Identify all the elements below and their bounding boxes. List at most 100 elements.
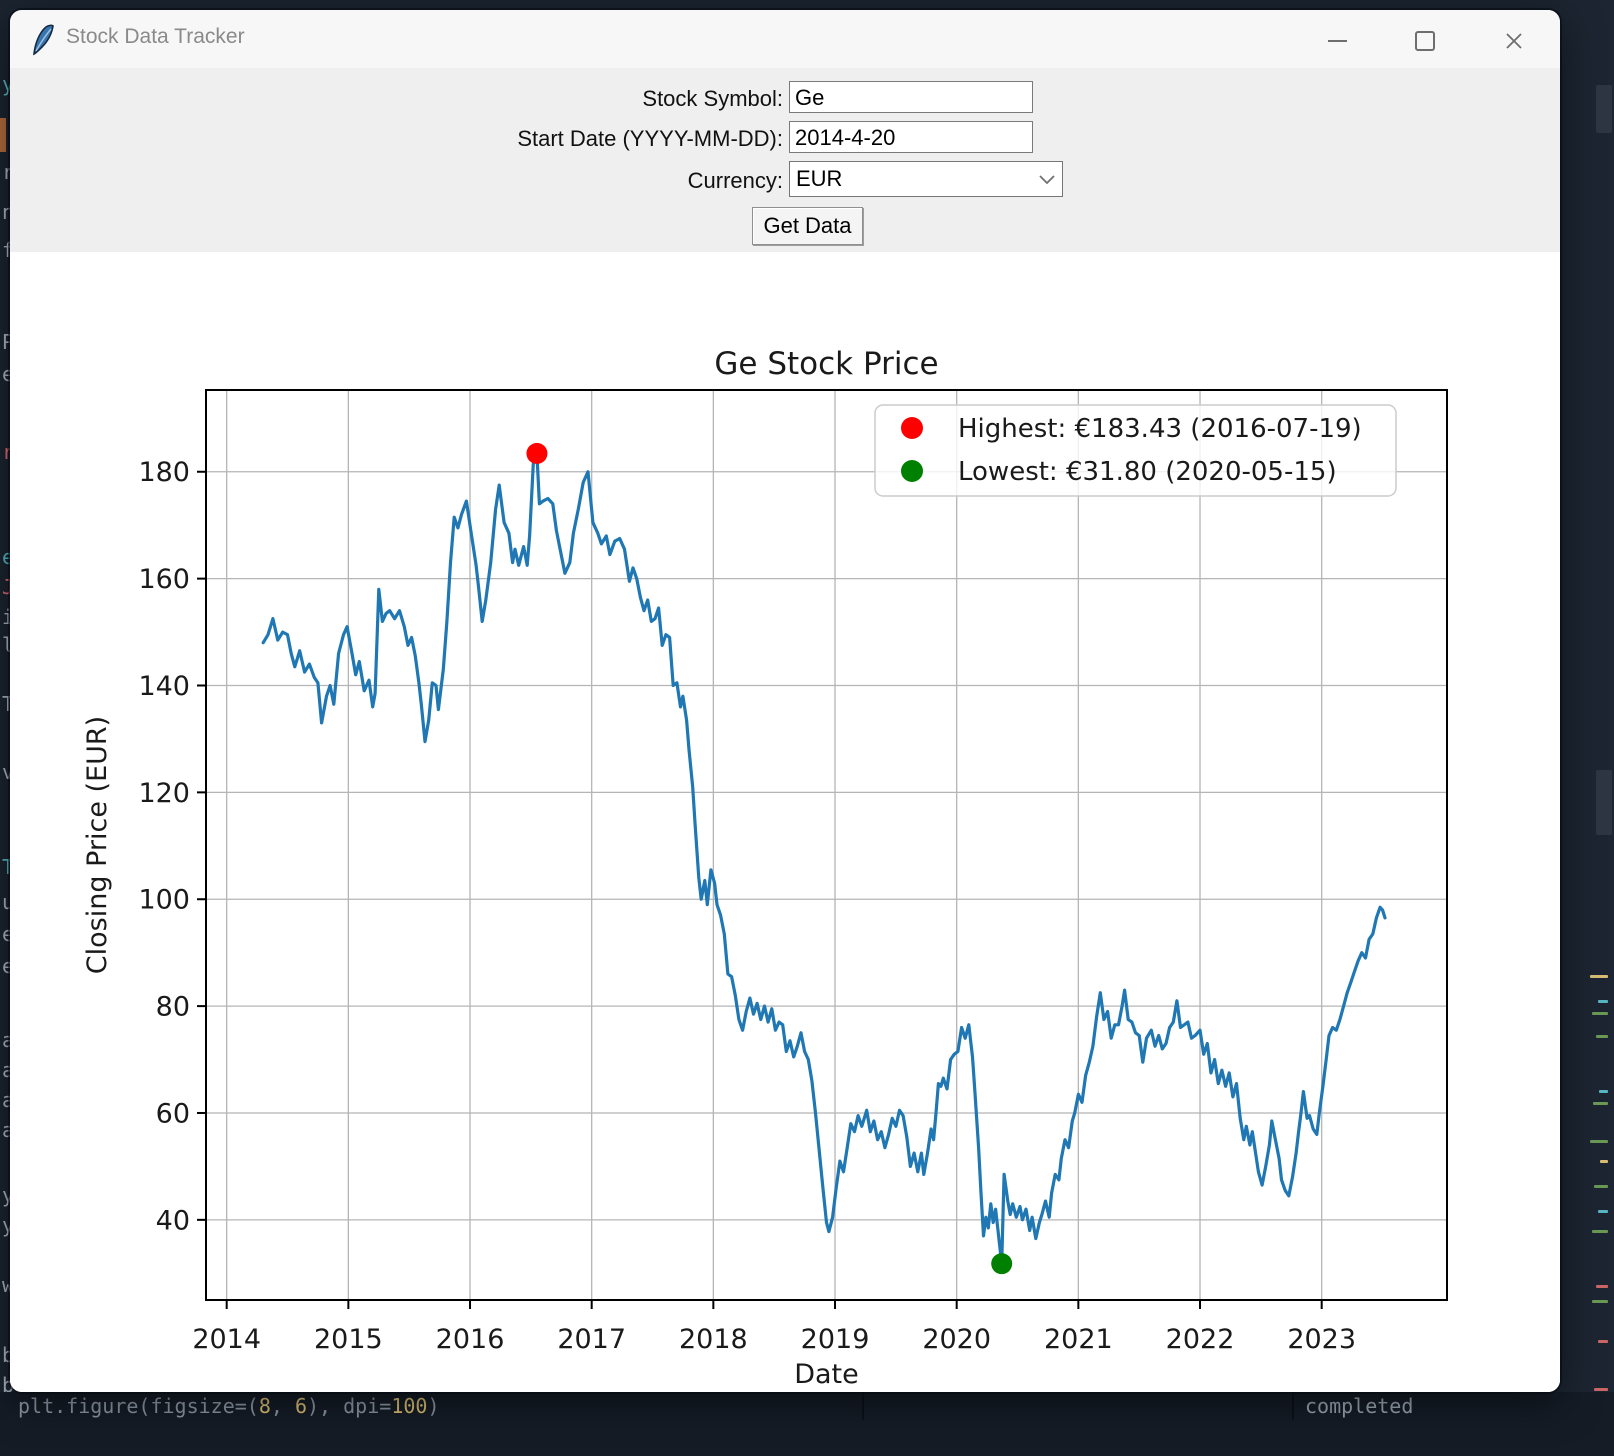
currency-selected-value: EUR [796,166,843,191]
chart-legend [874,404,1397,497]
minimap-code-dash [1592,1300,1608,1303]
stock-data-tracker-window: Stock Data Tracker Stock Symbol: Start D… [10,10,1560,1392]
matplotlib-canvas: 2014 2015 2016 2017 2018 2019 2020 2021 2022 2023… [10,252,1560,1392]
minimap-code-dash [1600,1160,1608,1163]
window-title: Stock Data Tracker [66,25,245,48]
legend-marker [901,460,923,482]
get-data-button[interactable]: Get Data [752,207,863,245]
currency-combobox[interactable]: EUR [789,161,1063,197]
minimap-code-dash [1599,1090,1608,1093]
editor-text-fragment: w [2,1273,13,1297]
legend-label: Lowest: €31.80 (2020-05-15) [958,457,1337,487]
chart-title: Ge Stock Price [714,346,938,382]
code-segment: 6 [294,1394,308,1418]
highest-marker [526,442,548,464]
background-editor-bottom: plt.figure(figsize=(8, 6), dpi=100) comp… [0,1392,1614,1456]
code-segment: ) [427,1394,440,1418]
editor-text-fragment: f [2,238,13,262]
editor-text-fragment: r [2,160,13,184]
minimize-button[interactable] [1313,24,1361,58]
minimap-scroll-block [1596,85,1612,133]
editor-text-fragment: b [2,1373,13,1397]
editor-text-fragment: a [2,1058,13,1082]
editor-text-fragment: e [2,362,13,386]
background-editor-minimap [1560,0,1614,1456]
minimap-code-dash [1590,975,1608,978]
editor-text-fragment: y [2,1213,13,1237]
editor-text-fragment: u [2,890,13,914]
minimap-code-dash [1598,1340,1608,1343]
currency-label: Currency: [687,168,783,193]
code-segment: , [270,1394,295,1418]
minimap-code-dash [1593,1102,1608,1105]
editor-text-fragment: y [2,72,13,96]
minimap-code-dash [1598,1000,1608,1003]
editor-text-fragment: a [2,1118,13,1142]
editor-text-fragment: r [2,440,13,464]
minimap-code-dash [1594,1388,1608,1391]
x-tick-label: 2014 [192,1324,261,1355]
close-icon [1506,33,1522,49]
editor-text-fragment: T [2,855,13,879]
editor-text-fragment: b [2,1343,13,1367]
y-axis-label: Closing Price (EUR) [82,716,113,974]
editor-text-fragment: P [2,330,13,354]
y-tick-label: 160 [138,564,190,595]
x-tick-label: 2015 [314,1324,383,1355]
code-segment: ), dpi= [307,1394,392,1418]
x-tick-label: 2019 [801,1324,870,1355]
divider [862,1392,864,1420]
tk-feather-icon [33,24,54,56]
stock-symbol-input[interactable] [789,81,1033,113]
titlebar[interactable]: Stock Data Tracker [10,10,1560,68]
x-tick-label: 2023 [1287,1324,1356,1355]
legend-marker [901,417,923,439]
editor-text-fragment: e [2,545,13,569]
editor-text-fragment: e [2,954,13,978]
minimap-code-dash [1590,1140,1608,1143]
y-tick-label: 80 [156,992,190,1023]
query-form: Stock Symbol: Start Date (YYYY-MM-DD): C… [10,68,1560,252]
editor-text-fragment: a [2,1088,13,1112]
x-tick-label: 2017 [557,1324,626,1355]
maximize-icon [1415,31,1435,51]
lowest-marker [991,1253,1013,1275]
stock-symbol-label: Stock Symbol: [642,86,783,111]
minimap-code-dash [1592,1012,1608,1015]
start-date-input[interactable] [789,121,1033,153]
editor-text-fragment: y [2,1183,13,1207]
x-tick-label: 2022 [1166,1324,1235,1355]
editor-text-fragment: v [2,760,13,784]
close-button[interactable] [1490,24,1538,58]
minimap-code-dash [1592,1230,1608,1233]
editor-text-fragment: T [2,692,13,716]
code-segment: 8 [258,1394,271,1418]
x-axis-label: Date [794,1359,859,1390]
stock-chart: 2014 2015 2016 2017 2018 2019 2020 2021 2022 2023… [82,346,1448,1390]
y-tick-label: 60 [156,1098,190,1129]
code-segment: plt.figure(figsize=( [18,1394,259,1418]
background-status-text: completed [1305,1394,1414,1418]
x-tick-label: 2021 [1044,1324,1113,1355]
x-tick-label: 2018 [679,1324,748,1355]
editor-text-fragment: a [2,1028,13,1052]
editor-text-fragment: l [2,633,13,657]
minimap-code-dash [1598,1210,1608,1213]
editor-text-fragment: i [2,605,13,629]
y-tick-label: 40 [156,1205,190,1236]
minimap-code-dash [1596,1035,1608,1038]
x-tick-label: 2020 [922,1324,991,1355]
background-code-line: plt.figure(figsize=(8, 6), dpi=100) [18,1394,439,1418]
y-tick-label: 180 [138,457,190,488]
y-tick-label: 120 [138,778,190,809]
editor-text-fragment: n [2,200,13,224]
editor-text-fragment: e [2,922,13,946]
minimap-code-dash [1594,1185,1608,1188]
editor-color-fragment [0,118,6,152]
code-segment: 100 [391,1394,428,1418]
editor-text-fragment: J [2,575,13,599]
maximize-button[interactable] [1401,24,1449,58]
price-line [261,451,1387,1266]
axes-spines [205,389,1448,1301]
